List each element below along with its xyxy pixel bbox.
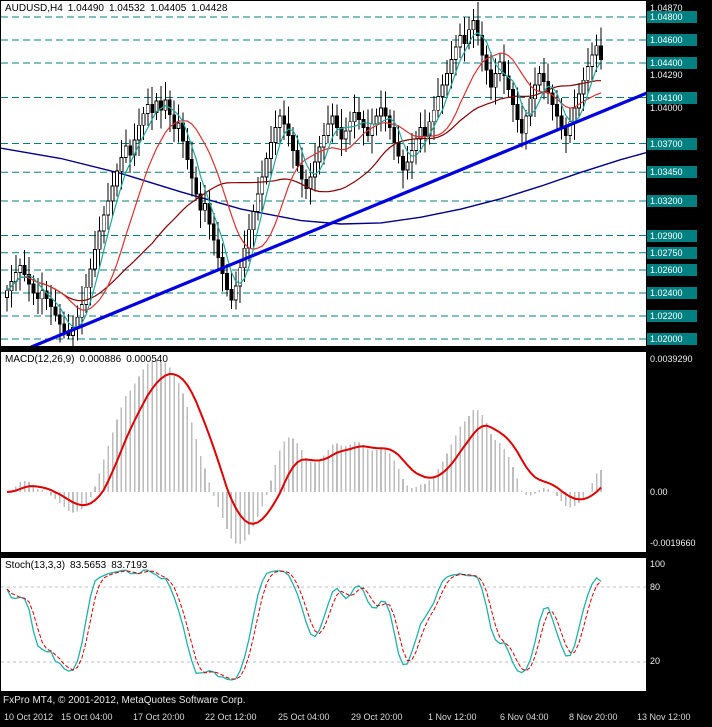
copyright-text: FxPro MT4, © 2001-2012, MetaQuotes Softw… <box>3 695 246 706</box>
price-level-label: 1.02400 <box>647 287 697 299</box>
price-level-label: 1.02900 <box>647 230 697 242</box>
price-axis-label: 1.04290 <box>650 70 683 80</box>
time-axis-label: 29 Oct 20:00 <box>351 712 403 722</box>
macd-header: MACD(12,26,9) 0.000886 0.000540 <box>5 354 173 365</box>
macd-name: MACD(12,26,9) <box>5 354 75 365</box>
stoch-scale-20: 20 <box>650 656 661 666</box>
chart-ohlc-header: AUDUSD,H4 1.04490 1.04532 1.04405 1.04428 <box>5 3 232 14</box>
macd-scale-zero: 0.00 <box>650 487 668 497</box>
stoch-value-signal: 83.7193 <box>111 560 148 571</box>
macd-value-signal: 0.000540 <box>126 354 168 365</box>
macd-value-main: 0.000886 <box>79 354 122 365</box>
time-axis-label: 8 Nov 20:00 <box>569 712 618 722</box>
time-axis-label: 1 Nov 12:00 <box>428 712 477 722</box>
price-level-label: 1.03700 <box>647 138 697 150</box>
ohlc-high: 1.04532 <box>108 3 146 14</box>
price-axis-label: 1.04000 <box>650 103 683 113</box>
time-axis-label: 25 Oct 04:00 <box>278 712 330 722</box>
price-level-label: 1.03200 <box>647 195 697 207</box>
time-axis-label: 6 Nov 04:00 <box>500 712 549 722</box>
time-axis-label: 17 Oct 20:00 <box>133 712 185 722</box>
ohlc-low: 1.04405 <box>150 3 187 14</box>
time-axis-label: 13 Nov 12:00 <box>637 712 691 722</box>
stochastic-header: Stoch(13,3,3) 83.5653 83.7193 <box>5 560 152 571</box>
price-axis-label: 1.04870 <box>650 3 683 13</box>
time-axis-label: 10 Oct 2012 <box>4 712 54 722</box>
stochastic-chart[interactable] <box>1 558 646 691</box>
price-level-label: 1.04800 <box>647 11 697 23</box>
price-level-label: 1.04100 <box>647 92 697 104</box>
price-chart-panel[interactable]: AUDUSD,H4 1.04490 1.04532 1.04405 1.04428 <box>1 1 646 346</box>
ohlc-open: 1.04490 <box>67 3 104 14</box>
symbol-period-label: AUDUSD,H4 <box>5 3 63 14</box>
macd-scale-min: -0.0019660 <box>650 538 696 548</box>
stoch-scale-80: 80 <box>650 582 661 592</box>
stochastic-panel[interactable]: Stoch(13,3,3) 83.5653 83.7193 <box>1 558 646 691</box>
price-scale[interactable]: 1.04870 1.04290 1.04000 1.04800 1.04600 1.044… <box>647 1 711 346</box>
stoch-scale-100: 100 <box>650 559 666 569</box>
ohlc-close: 1.04428 <box>191 3 228 14</box>
price-level-label: 1.04600 <box>647 34 697 46</box>
macd-chart[interactable] <box>1 352 646 552</box>
price-level-label: 1.02000 <box>647 333 697 345</box>
price-level-label: 1.04400 <box>647 57 697 69</box>
macd-scale[interactable]: 0.0039290 0.00 -0.0019660 <box>647 352 711 552</box>
price-level-label: 1.02750 <box>647 247 697 259</box>
price-level-label: 1.02600 <box>647 264 697 276</box>
candlestick-chart[interactable] <box>1 1 646 346</box>
price-level-label: 1.03450 <box>647 166 697 178</box>
time-axis[interactable]: 10 Oct 2012 15 Oct 04:00 17 Oct 20:00 22 Oc… <box>1 711 711 726</box>
macd-scale-max: 0.0039290 <box>650 354 693 364</box>
time-axis-label: 15 Oct 04:00 <box>61 712 113 722</box>
stoch-name: Stoch(13,3,3) <box>5 560 66 571</box>
stoch-value-main: 83.5653 <box>70 560 107 571</box>
macd-panel[interactable]: MACD(12,26,9) 0.000886 0.000540 <box>1 352 646 552</box>
stochastic-scale[interactable]: 100 80 20 <box>647 558 711 691</box>
price-level-label: 1.02200 <box>647 310 697 322</box>
time-axis-label: 22 Oct 12:00 <box>205 712 257 722</box>
